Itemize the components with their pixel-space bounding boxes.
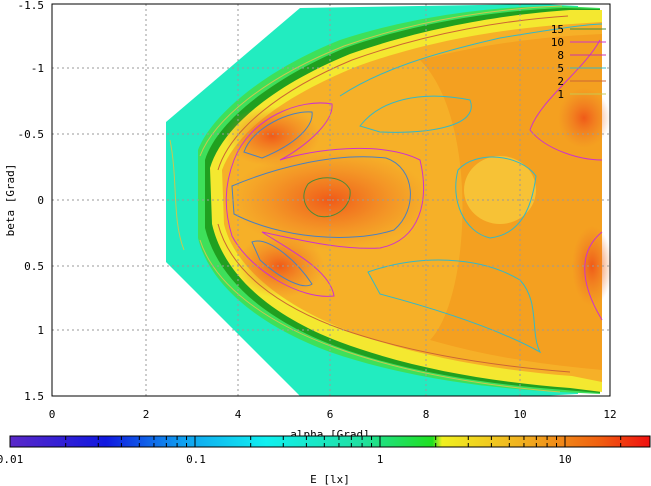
y-tick-label: 1.5 xyxy=(24,390,44,403)
contour-10-lower xyxy=(251,240,313,287)
y-tick-label: -0.5 xyxy=(18,128,45,141)
legend-label: 1 xyxy=(557,88,564,101)
x-tick-label: 0 xyxy=(49,408,56,421)
contour-5-mid xyxy=(455,156,537,239)
legend-label: 8 xyxy=(557,49,564,62)
contour-5-bottom xyxy=(367,259,542,354)
contour-8-right xyxy=(529,39,603,161)
contour-10-upper xyxy=(243,111,313,159)
colorbar-label: E [lx] xyxy=(310,473,350,486)
x-tick-label: 8 xyxy=(423,408,430,421)
colorbar-tick-label: 0.1 xyxy=(186,453,206,466)
x-tick-label: 4 xyxy=(235,408,242,421)
hotspot-right-top xyxy=(558,88,610,148)
colorbar-tick-label: 1 xyxy=(377,453,384,466)
colorbar-tick-label: 10 xyxy=(558,453,571,466)
x-ticks: 0 2 4 6 8 10 12 xyxy=(49,408,617,421)
y-tick-label: 1 xyxy=(37,324,44,337)
legend-label: 15 xyxy=(551,23,564,36)
y-tick-label: -1 xyxy=(31,62,44,75)
x-tick-label: 12 xyxy=(603,408,616,421)
contour-2 xyxy=(217,15,571,373)
heatmap-area xyxy=(166,4,612,396)
contour-8 xyxy=(225,102,425,297)
contour-10-center xyxy=(231,156,411,238)
x-tick-label: 10 xyxy=(513,408,526,421)
y-ticks: -1.5 -1 -0.5 0 0.5 1 1.5 xyxy=(18,0,45,403)
y-tick-label: 0 xyxy=(37,194,44,207)
plot-frame xyxy=(51,3,611,397)
y-axis-label: beta [Grad] xyxy=(4,164,17,237)
colorbar: 0.01 0.1 1 10 E [lx] xyxy=(0,435,651,486)
hotspot-lower xyxy=(236,234,324,298)
contour-1 xyxy=(169,5,563,393)
contour-5-top xyxy=(339,23,603,133)
colorbar-tick-label: 0.01 xyxy=(0,453,23,466)
x-tick-label: 2 xyxy=(143,408,150,421)
legend-label: 2 xyxy=(557,75,564,88)
y-tick-label: 0.5 xyxy=(24,260,44,273)
x-tick-label: 6 xyxy=(327,408,334,421)
grid xyxy=(52,4,610,396)
contour-lines xyxy=(169,5,603,393)
legend: 15 10 8 5 2 1 xyxy=(551,23,606,101)
bright-patch-right xyxy=(464,156,536,224)
y-tick-label: -1.5 xyxy=(18,0,45,12)
contour-8-right-low xyxy=(584,231,603,321)
colorbar-minor-ticks xyxy=(9,436,622,447)
contour-15 xyxy=(303,177,351,218)
colorbar-gradient xyxy=(9,435,651,448)
legend-label: 10 xyxy=(551,36,564,49)
legend-label: 5 xyxy=(557,62,564,75)
